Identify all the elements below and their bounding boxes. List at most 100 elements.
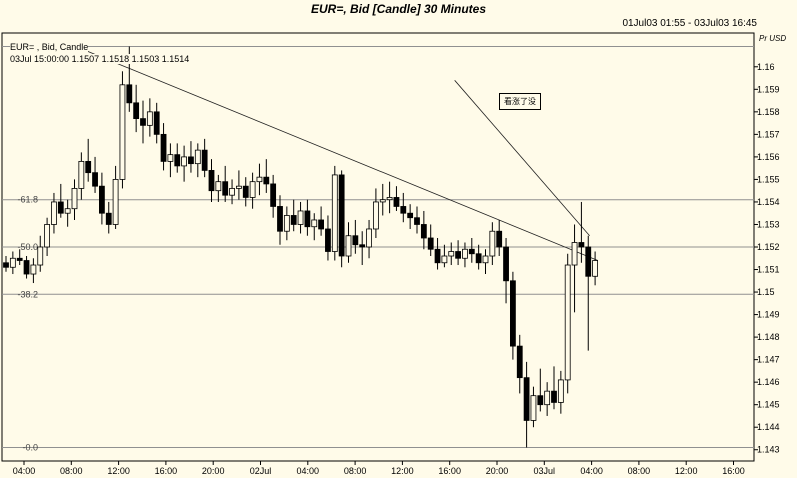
candle: [23, 256, 30, 279]
fib-label-2: -50.0: [17, 242, 38, 252]
candle: [37, 235, 44, 272]
candle: [208, 159, 215, 202]
candle: [242, 177, 249, 207]
candle: [564, 253, 571, 394]
y-tick-label: 1.155: [757, 174, 780, 184]
y-tick-label: 1.153: [757, 219, 780, 229]
x-tick-label: 08:00: [628, 466, 651, 476]
candle: [523, 361, 530, 448]
candle: [468, 237, 475, 263]
y-tick-label: 1.149: [757, 310, 780, 320]
x-tick-label: 16:00: [155, 466, 178, 476]
candle: [249, 172, 256, 209]
x-tick-label: 20:00: [486, 466, 509, 476]
x-tick-label: 20:00: [202, 466, 225, 476]
y-tick-label: 1.154: [757, 197, 780, 207]
candle: [92, 156, 98, 193]
candle: [345, 222, 352, 263]
ohlc-readout: 03Jul 15:00:00 1.1507 1.1518 1.1503 1.15…: [10, 54, 190, 64]
candle: [407, 204, 414, 229]
candle: [188, 141, 194, 173]
candle: [57, 183, 64, 218]
candle: [551, 366, 557, 410]
candle: [30, 258, 37, 284]
y-tick-label: 1.148: [757, 332, 780, 342]
x-tick-label: 08:00: [344, 466, 367, 476]
candle: [414, 206, 420, 234]
trendlines: [75, 46, 598, 261]
candle: [44, 217, 50, 257]
candle: [270, 174, 277, 218]
candles: [3, 46, 598, 448]
candle: [51, 192, 57, 234]
candle: [544, 382, 551, 416]
y-tick-label: 1.16: [757, 62, 775, 72]
y-tick-label: 1.159: [757, 84, 780, 94]
chart-annotation[interactable]: 看涨了没: [499, 93, 541, 110]
candle: [393, 186, 400, 211]
candle: [503, 237, 509, 304]
candle: [78, 152, 85, 200]
y-tick-label: 1.146: [757, 377, 780, 387]
candle: [379, 183, 386, 216]
candle: [181, 145, 188, 182]
candle: [496, 219, 503, 257]
candle: [256, 163, 263, 196]
candle: [16, 249, 23, 266]
candle: [585, 235, 592, 351]
candle: [366, 219, 372, 259]
candle: [304, 199, 311, 236]
candle: [338, 170, 345, 268]
candle: [64, 199, 71, 227]
candle: [85, 138, 92, 182]
candle: [146, 98, 153, 137]
candle: [325, 215, 331, 261]
candle: [386, 181, 393, 214]
candle: [509, 271, 516, 360]
candle: [475, 244, 482, 270]
candle: [455, 240, 462, 266]
candle: [71, 179, 78, 220]
last-bar-low: 1.1503: [131, 54, 160, 64]
last-bar-time: 03Jul 15:00:00: [10, 54, 70, 64]
candle: [229, 179, 235, 205]
candle: [311, 213, 318, 241]
candle: [201, 138, 208, 178]
candle: [420, 210, 427, 250]
x-tick-label: 16:00: [438, 466, 461, 476]
x-tick-label: 04:00: [297, 466, 320, 476]
candle: [119, 71, 126, 189]
candle: [530, 386, 537, 428]
y-tick-label: 1.15: [757, 287, 775, 297]
x-tick-label: 02Jul: [250, 466, 272, 476]
candle: [359, 231, 366, 266]
fibonacci-levels: 100.0-61.8-50.0-38.2-0.0: [2, 42, 754, 452]
candle: [290, 199, 297, 232]
last-bar-high: 1.1518: [101, 54, 130, 64]
y-axis: 1.16 1.159 1.158 1.157 1.156 1.155 1.154 1.153 1…: [754, 62, 780, 455]
candle: [194, 143, 201, 178]
candle: [140, 100, 146, 144]
candle: [283, 206, 290, 241]
candle: [297, 201, 304, 234]
candle: [160, 123, 167, 171]
candle: [372, 188, 379, 238]
y-tick-label: 1.152: [757, 242, 780, 252]
y-tick-label: 1.158: [757, 107, 780, 117]
candle: [9, 251, 16, 275]
candle: [105, 201, 112, 234]
candle: [462, 242, 468, 268]
date-range: 01Jul03 01:55 - 03Jul03 16:45: [622, 18, 757, 29]
trendline-1: [454, 80, 590, 236]
last-bar-close: 1.1514: [161, 54, 190, 64]
x-tick-label: 12:00: [675, 466, 698, 476]
fib-label-3: -38.2: [17, 289, 38, 299]
candle: [427, 224, 434, 257]
candle: [400, 192, 407, 223]
candle: [434, 237, 441, 270]
y-tick-label: 1.144: [757, 422, 780, 432]
y-tick-label: 1.156: [757, 152, 780, 162]
x-axis: 04:00 08:00 12:00 16:00 20:00 02Jul 04:00 08:00…: [13, 461, 745, 476]
